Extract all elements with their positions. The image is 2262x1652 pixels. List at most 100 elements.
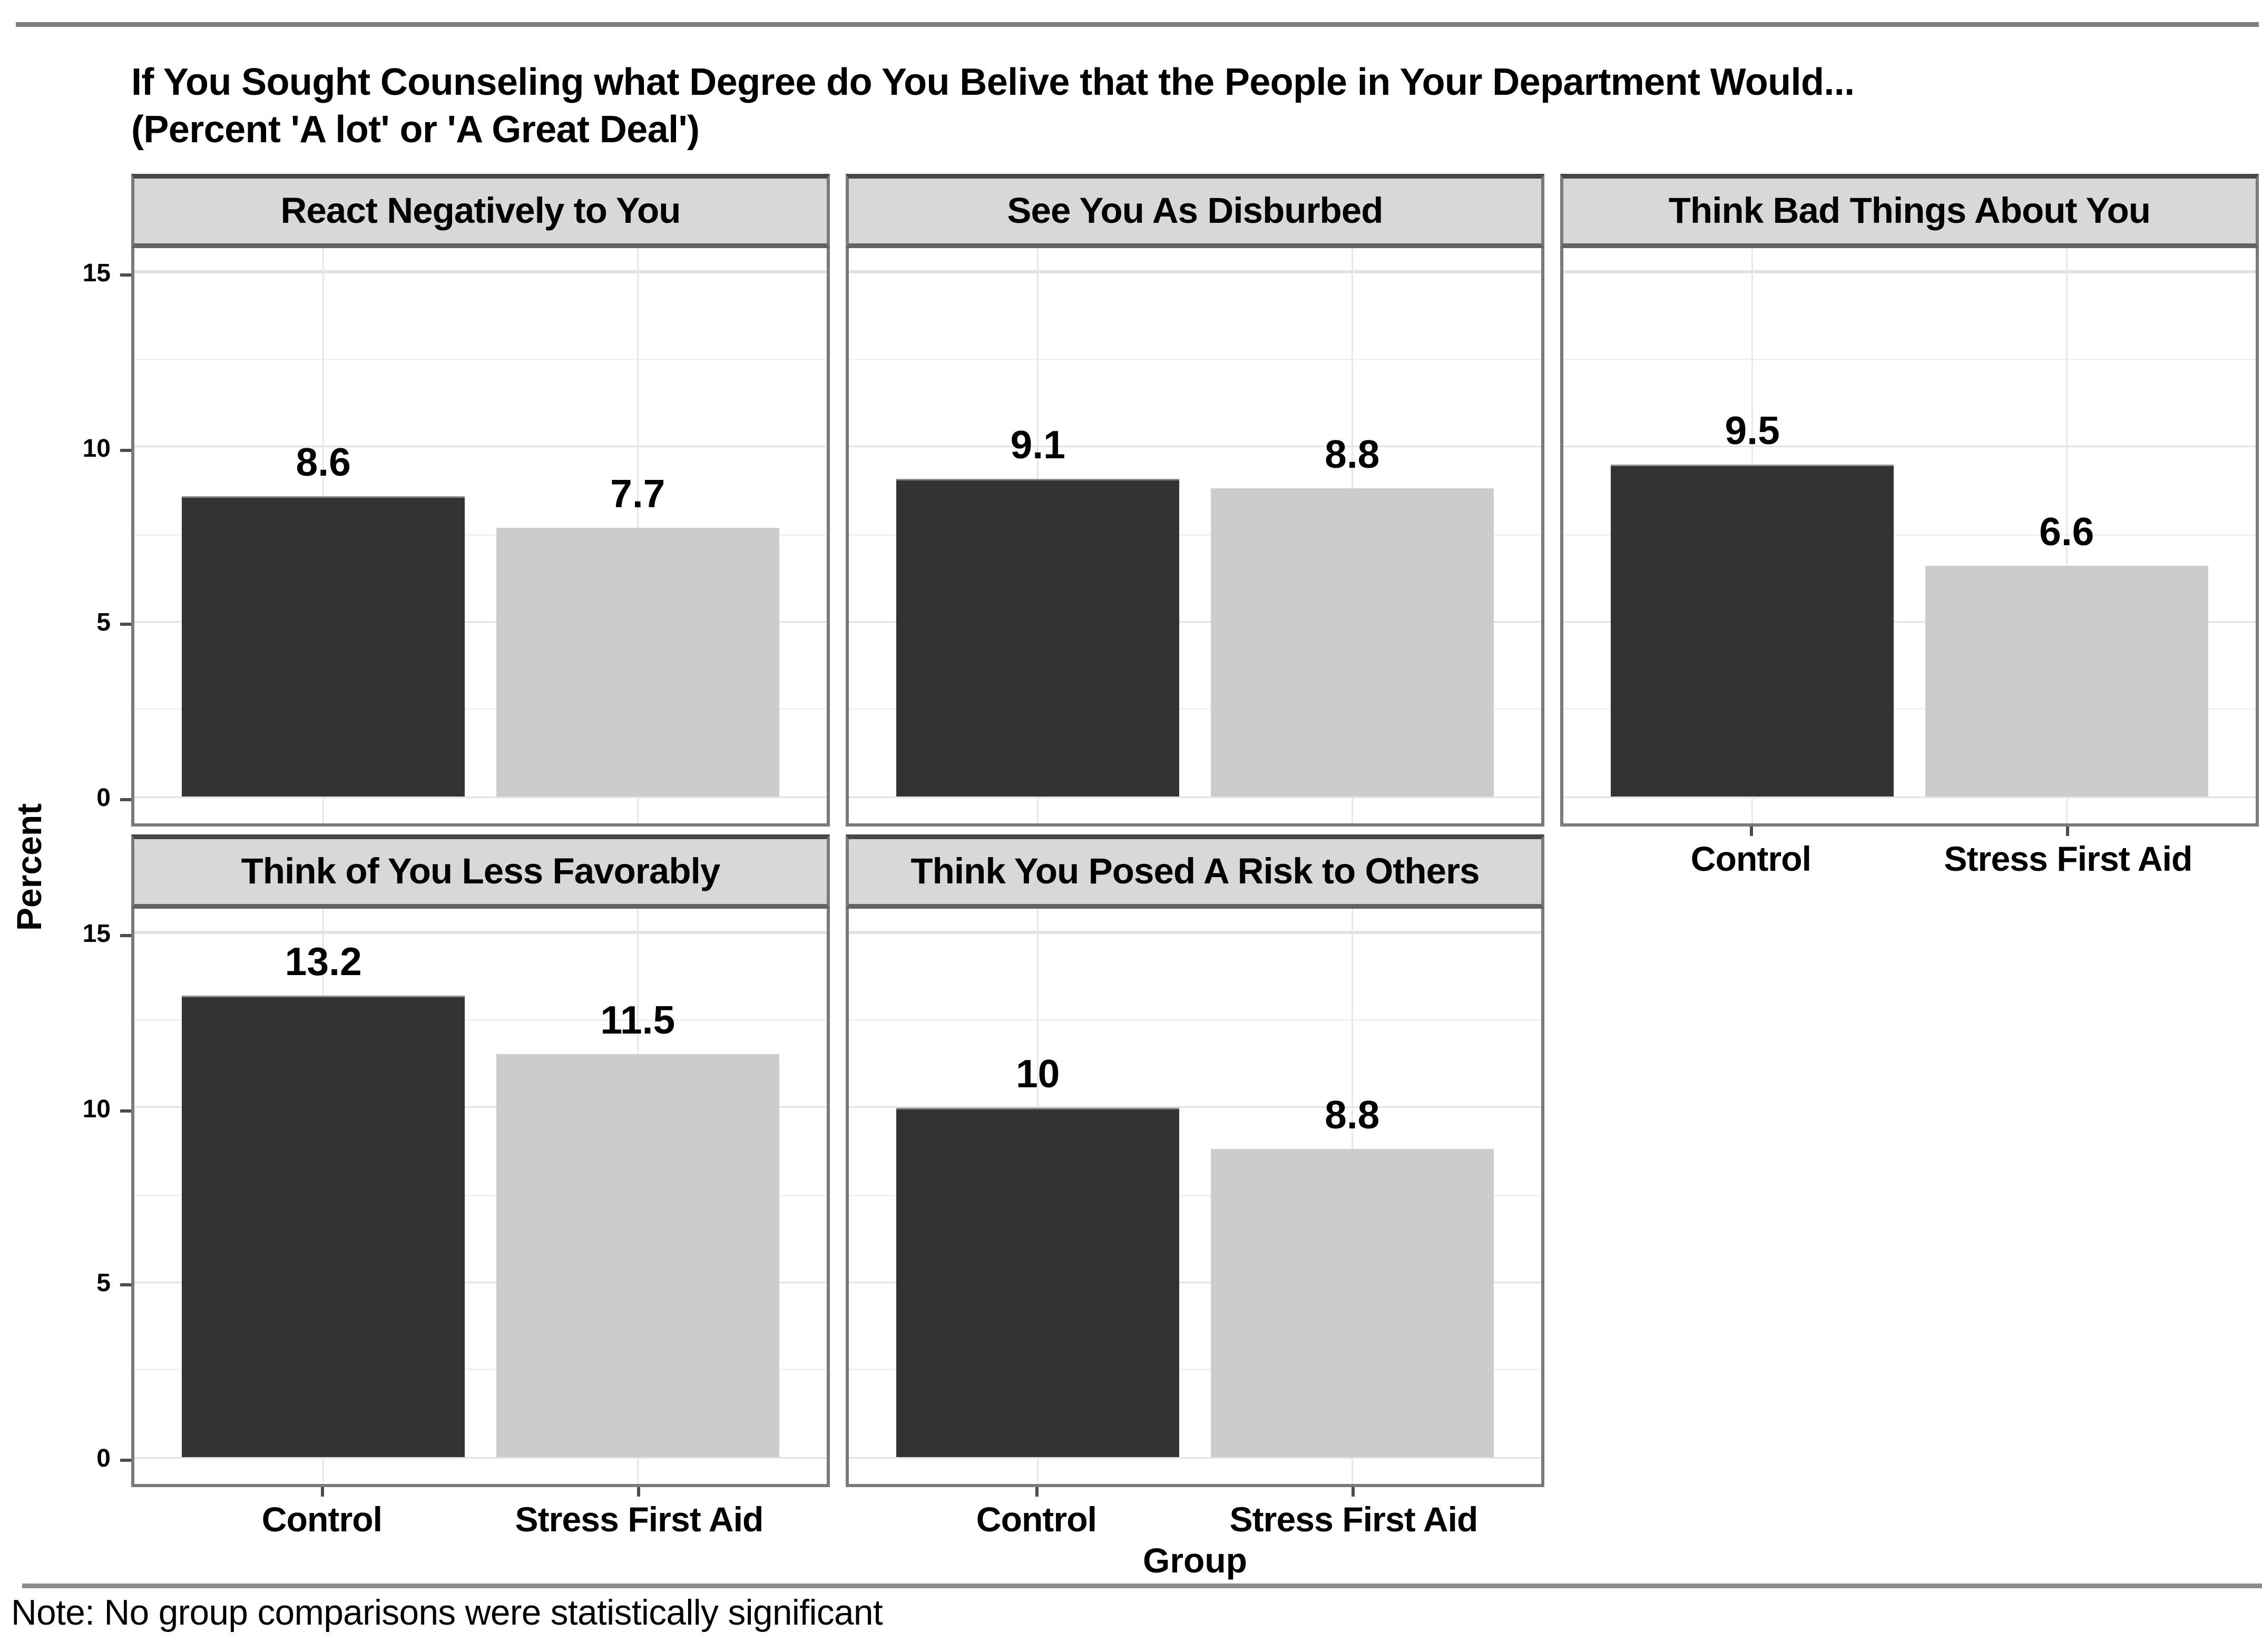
bar-control (182, 495, 465, 797)
facet-cell: React Negatively to You 8.6 7.7 (131, 174, 830, 827)
gridline-minor (1563, 533, 2256, 535)
facet-header: React Negatively to You (131, 174, 830, 248)
facet-cell: Think of You Less Favorably 13.2 11.5 Contr… (131, 834, 830, 1539)
gridline-major (134, 795, 827, 798)
x-category-label: Control (976, 1500, 1097, 1539)
facet-plot: 9.5 6.6 (1560, 248, 2259, 827)
gridline-major (134, 270, 827, 273)
facet-cell: See You As Disburbed 9.1 8.8 (846, 174, 1544, 827)
chart-title: If You Sought Counseling what Degree do … (131, 60, 1855, 155)
gridline-major (849, 795, 1541, 798)
bar-stress-first-aid (1210, 1149, 1494, 1458)
x-category-label: Control (1690, 839, 1811, 879)
bottom-rule (22, 1584, 2262, 1588)
gridline-major (134, 445, 827, 448)
gridline-major (849, 445, 1541, 448)
gridline-major (1563, 795, 2256, 798)
gridline-major (1563, 621, 2256, 623)
note-text: Note: No group comparisons were statisti… (11, 1593, 883, 1633)
bar-value-label: 8.8 (1325, 1094, 1380, 1138)
bar-stress-first-aid (496, 527, 779, 797)
bar-value-label: 13.2 (285, 940, 362, 985)
gridline-major (134, 931, 827, 933)
y-tick-label: 10 (82, 1096, 111, 1123)
bar-value-label: 6.6 (2039, 510, 2094, 555)
y-tick-mark (120, 1459, 131, 1462)
gridline-major (1563, 270, 2256, 273)
gridline-minor (134, 358, 827, 360)
x-category-label: Stress First Aid (1944, 839, 2192, 879)
gridline-minor (134, 1019, 827, 1021)
facet-plot: 10 8.8 (846, 909, 1544, 1487)
x-tick-mark (320, 1487, 324, 1497)
gridline-minor (849, 1194, 1541, 1196)
gridline-major (1563, 445, 2256, 448)
x-category-label: Stress First Aid (1229, 1500, 1478, 1539)
gridline-major (134, 621, 827, 623)
x-tick-mark (1352, 1487, 1355, 1497)
bar-value-label: 9.5 (1725, 409, 1780, 454)
top-rule (16, 22, 2259, 27)
bar-control (896, 1107, 1180, 1458)
gridline-major (849, 621, 1541, 623)
gridline-minor (849, 533, 1541, 535)
y-tick-label: 5 (96, 1271, 111, 1299)
gridline-major (849, 270, 1541, 273)
gridline-vertical (2065, 248, 2068, 823)
x-tick-mark (1749, 827, 1752, 836)
gridline-minor (849, 708, 1541, 710)
y-tick-mark (120, 1108, 131, 1112)
bar-value-label: 7.7 (610, 471, 665, 516)
gridline-major (134, 1281, 827, 1284)
bar-value-label: 10 (1015, 1051, 1060, 1096)
bar-value-label: 11.5 (600, 999, 675, 1044)
gridline-minor (134, 1194, 827, 1196)
bar-stress-first-aid (1210, 488, 1494, 797)
y-tick-label: 10 (82, 435, 111, 463)
y-tick-label: 5 (96, 611, 111, 638)
gridline-minor (849, 1369, 1541, 1371)
x-tick-mark (1034, 1487, 1038, 1497)
chart-title-line1: If You Sought Counseling what Degree do … (131, 62, 1855, 104)
gridline-major (849, 931, 1541, 933)
gridline-minor (1563, 358, 2256, 360)
y-tick-mark (120, 1284, 131, 1287)
x-category-label: Stress First Aid (515, 1500, 763, 1539)
gridline-major (134, 1456, 827, 1459)
gridline-major (849, 1281, 1541, 1284)
facet-plot: 8.6 7.7 (131, 248, 830, 827)
gridline-minor (849, 1019, 1541, 1021)
facet-cell: Think Bad Things About You 9.5 6.6 Control S… (1560, 174, 2259, 879)
facet-header: Think of You Less Favorably (131, 834, 830, 909)
y-tick-mark (120, 273, 131, 277)
bar-value-label: 9.1 (1010, 422, 1065, 467)
gridline-major (849, 1456, 1541, 1459)
bar-stress-first-aid (1925, 565, 2208, 797)
y-axis-title: Percent (9, 803, 49, 932)
y-tick-mark (120, 798, 131, 802)
bar-control (1611, 464, 1894, 797)
facet-grid: React Negatively to You 8.6 7.7 See You As … (131, 174, 2259, 1539)
gridline-minor (1563, 708, 2256, 710)
bar-value-label: 8.8 (1325, 433, 1380, 478)
gridline-major (134, 1106, 827, 1108)
y-tick-mark (120, 623, 131, 627)
y-tick-label: 15 (82, 260, 111, 288)
bar-control (896, 478, 1180, 797)
gridline-minor (134, 1369, 827, 1371)
gridline-minor (134, 708, 827, 710)
x-axis-title: Group (1143, 1541, 1247, 1580)
chart-title-line2: (Percent 'A lot' or 'A Great Deal') (131, 109, 700, 152)
bar-stress-first-aid (496, 1055, 779, 1458)
y-tick-label: 0 (96, 1446, 111, 1473)
facet-plot: 13.2 11.5 (131, 909, 830, 1487)
y-tick-mark (120, 933, 131, 937)
x-category-label: Control (261, 1500, 383, 1539)
facet-cell: Think You Posed A Risk to Others 10 8.8 Con… (846, 834, 1544, 1539)
gridline-minor (849, 358, 1541, 360)
facet-plot: 9.1 8.8 (846, 248, 1544, 827)
facet-header: Think You Posed A Risk to Others (846, 834, 1544, 909)
x-tick-mark (2066, 827, 2070, 836)
y-tick-label: 15 (82, 921, 111, 948)
